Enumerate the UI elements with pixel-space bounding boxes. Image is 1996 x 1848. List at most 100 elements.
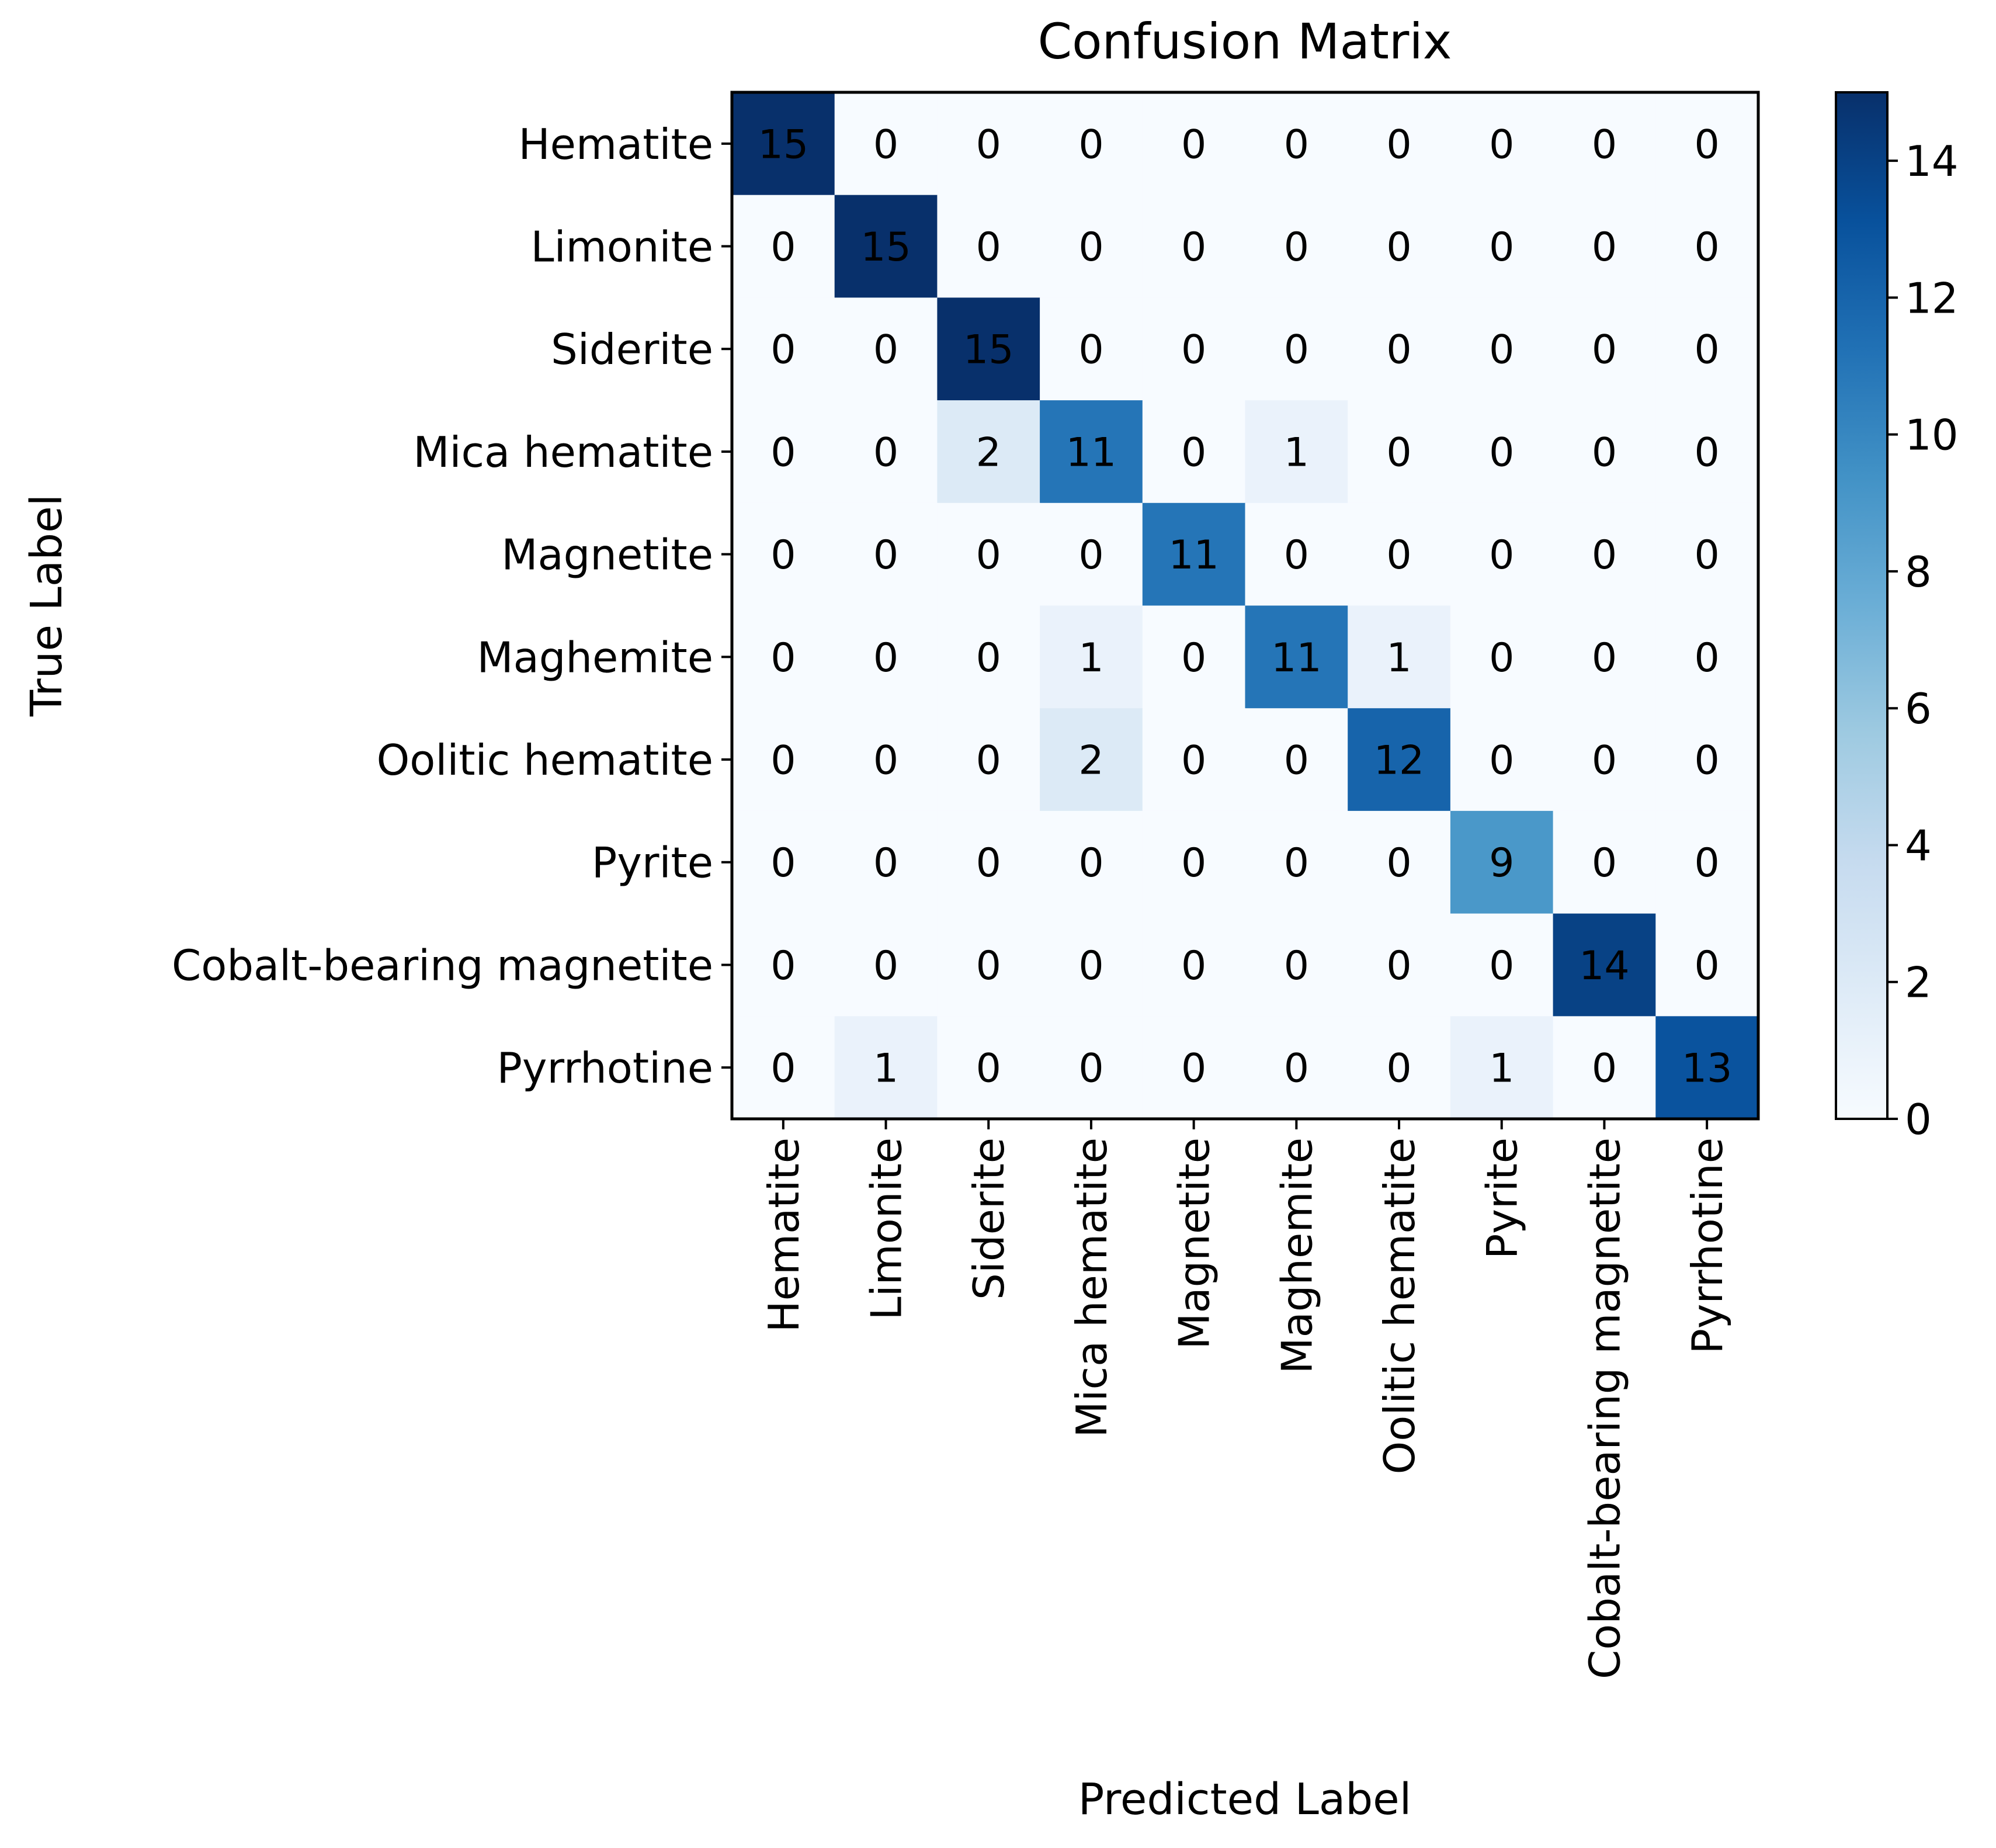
- cell-value-label: 0: [1284, 738, 1309, 784]
- cell-value-label: 0: [1695, 840, 1720, 886]
- cell-value-label: 0: [1078, 224, 1103, 271]
- heatmap-cell: [1553, 195, 1656, 298]
- cell-value-label: 0: [1284, 122, 1309, 168]
- cell-value-label: 0: [1284, 840, 1309, 886]
- heatmap-cell: [1450, 810, 1554, 914]
- cell-value-label: 0: [1078, 122, 1103, 168]
- cell-value-label: 0: [976, 532, 1001, 578]
- heatmap-cell: [1348, 708, 1451, 812]
- cell-value-label: 0: [770, 943, 796, 989]
- cell-value-label: 0: [1695, 635, 1720, 681]
- colorbar-tick-label: 8: [1905, 547, 1932, 597]
- heatmap-cell: [1245, 605, 1348, 709]
- colorbar-tick-label: 10: [1905, 411, 1959, 460]
- colorbar-tick-label: 12: [1905, 273, 1959, 323]
- heatmap-cell: [1142, 605, 1245, 709]
- y-axis-label: True Label: [22, 494, 72, 717]
- cell-value-label: 0: [1695, 122, 1720, 168]
- cell-value-label: 0: [976, 840, 1001, 886]
- heatmap-cell: [834, 297, 938, 401]
- cell-value-label: 0: [1078, 1046, 1103, 1092]
- cell-value-label: 0: [1386, 943, 1411, 989]
- heatmap-cell: [1040, 708, 1143, 812]
- cell-value-label: 1: [873, 1046, 898, 1092]
- cell-value-label: 0: [770, 429, 796, 476]
- x-tick-label: Mica hematite: [1067, 1138, 1116, 1438]
- cell-value-label: 0: [873, 429, 898, 476]
- heatmap-cell: [1142, 297, 1245, 401]
- y-tick-label: Magnetite: [501, 531, 713, 580]
- x-tick-label: Pyrite: [1478, 1138, 1527, 1259]
- cell-value-label: 0: [1078, 943, 1103, 989]
- cell-value-label: 12: [1374, 738, 1425, 784]
- heatmap-cell: [834, 913, 938, 1017]
- cell-value-label: 0: [1181, 429, 1206, 476]
- heatmap-cell: [1142, 913, 1245, 1017]
- heatmap-cell: [1040, 810, 1143, 914]
- heatmap-cell: [1450, 913, 1554, 1017]
- cell-value-label: 0: [1284, 224, 1309, 271]
- heatmap-cell: [834, 195, 938, 298]
- heatmap-cell: [1040, 913, 1143, 1017]
- cell-value-label: 0: [1592, 532, 1617, 578]
- heatmap-cell: [1553, 605, 1656, 709]
- cell-value-label: 0: [1078, 532, 1103, 578]
- y-tick-label: Siderite: [551, 325, 713, 374]
- cell-value-label: 0: [976, 943, 1001, 989]
- x-tick-label: Oolitic hematite: [1375, 1138, 1424, 1474]
- heatmap-cell: [1040, 297, 1143, 401]
- cell-value-label: 0: [1386, 122, 1411, 168]
- heatmap-cell: [1245, 810, 1348, 914]
- y-tick-label: Pyrrhotine: [497, 1043, 713, 1093]
- heatmap-cell: [1245, 400, 1348, 504]
- cell-value-label: 15: [758, 122, 809, 168]
- heatmap-cell: [834, 502, 938, 606]
- cell-value-label: 0: [770, 327, 796, 373]
- cell-value-label: 0: [1695, 224, 1720, 271]
- heatmap-cell: [1655, 1016, 1759, 1119]
- cell-value-label: 0: [1284, 943, 1309, 989]
- cell-value-label: 0: [1489, 224, 1514, 271]
- cell-value-label: 0: [1284, 532, 1309, 578]
- cell-value-label: 0: [1284, 1046, 1309, 1092]
- cell-value-label: 0: [1386, 840, 1411, 886]
- cell-value-label: 0: [976, 224, 1001, 271]
- cell-value-label: 15: [860, 224, 911, 271]
- cell-value-label: 0: [1592, 1046, 1617, 1092]
- colorbar-tick-label: 6: [1905, 684, 1932, 733]
- heatmap-cell: [1348, 605, 1451, 709]
- heatmap-cell: [1245, 1016, 1348, 1119]
- heatmap-cell: [937, 605, 1040, 709]
- heatmap-cell: [1553, 810, 1656, 914]
- heatmap-cell: [1142, 400, 1245, 504]
- heatmap-frame: [730, 91, 1760, 1121]
- heatmap-cell: [1348, 92, 1451, 196]
- heatmap-cell: [1655, 400, 1759, 504]
- cell-value-label: 0: [1592, 738, 1617, 784]
- cell-value-label: 0: [1181, 840, 1206, 886]
- cell-value-label: 0: [1489, 429, 1514, 476]
- heatmap-cell: [834, 605, 938, 709]
- cell-value-label: 0: [1592, 224, 1617, 271]
- cell-value-label: 1: [1386, 635, 1411, 681]
- cell-value-label: 0: [770, 840, 796, 886]
- heatmap-cell: [834, 810, 938, 914]
- heatmap-cell: [1553, 297, 1656, 401]
- colorbar-gradient: [1836, 92, 1887, 1119]
- heatmap-cell: [1142, 195, 1245, 298]
- cell-value-label: 0: [1592, 635, 1617, 681]
- cell-value-label: 11: [1271, 635, 1322, 681]
- heatmap-cell: [937, 502, 1040, 606]
- colorbar-tick-label: 2: [1905, 958, 1932, 1007]
- x-tick-label: Magnetite: [1170, 1138, 1219, 1350]
- cell-value-label: 0: [873, 635, 898, 681]
- heatmap-cell: [1040, 605, 1143, 709]
- heatmap-cell: [1450, 708, 1554, 812]
- cell-value-label: 15: [963, 327, 1014, 373]
- heatmap-cell: [834, 92, 938, 196]
- cell-value-label: 0: [1695, 738, 1720, 784]
- heatmap-cell: [834, 708, 938, 812]
- cell-value-label: 1: [1078, 635, 1103, 681]
- cell-value-label: 0: [1386, 532, 1411, 578]
- heatmap-cell: [1655, 913, 1759, 1017]
